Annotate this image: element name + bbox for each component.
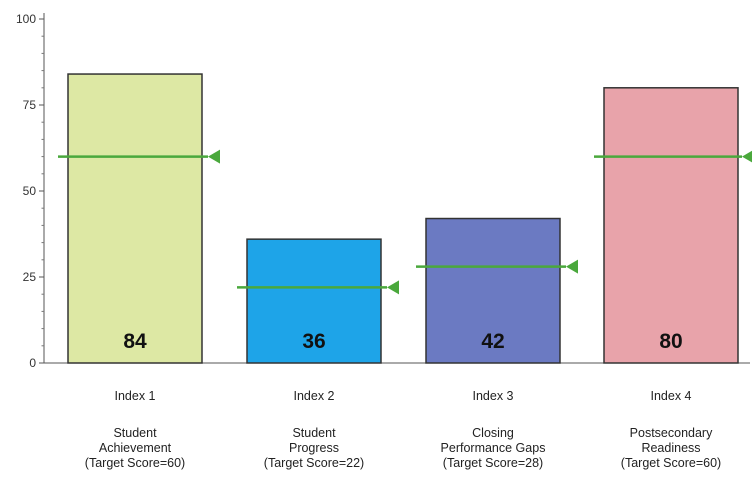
y-tick-label: 0	[29, 356, 36, 370]
category-line: (Target Score=28)	[442, 456, 544, 470]
target-arrow	[742, 150, 752, 163]
bars	[67, 73, 739, 364]
y-tick-label: 75	[23, 98, 37, 112]
bar-value-label: 84	[123, 330, 147, 353]
category-line: Student	[292, 426, 336, 440]
category-line: (Target Score=60)	[84, 456, 186, 470]
target-markers	[58, 149, 752, 295]
value-labels: 84 36 42 80	[123, 330, 682, 353]
category-line: (Target Score=60)	[620, 456, 722, 470]
category-index-label: Index 3	[472, 389, 514, 403]
category-line: Progress	[288, 441, 340, 455]
category-description: Student Achievement (Target Score=60)	[60, 426, 210, 471]
category-line: Postsecondary	[629, 426, 713, 440]
target-arrow	[387, 280, 399, 295]
category-description: Postsecondary Readiness (Target Score=60)	[596, 426, 746, 471]
target-arrow	[566, 259, 578, 274]
category-description: Student Progress (Target Score=22)	[239, 426, 389, 471]
bar	[246, 238, 382, 364]
y-tick-label: 100	[16, 12, 36, 26]
category-line: Readiness	[641, 441, 701, 455]
target-arrow	[208, 149, 220, 164]
category-line: Closing	[472, 426, 514, 440]
y-tick-label: 25	[23, 270, 37, 284]
category-index-label: Index 4	[650, 389, 692, 403]
bar	[603, 87, 739, 364]
bar-value-label: 36	[302, 330, 325, 353]
bar-value-label: 42	[481, 330, 504, 353]
y-tick-label: 50	[23, 184, 37, 198]
category-index-label: Index 2	[293, 389, 335, 403]
bar	[67, 73, 203, 364]
bar	[425, 217, 561, 364]
category-line: Performance Gaps	[440, 441, 546, 455]
category-description: Closing Performance Gaps (Target Score=28)	[418, 426, 568, 471]
bar-value-label: 80	[659, 330, 682, 353]
category-line: Student	[113, 426, 157, 440]
category-line: Achievement	[98, 441, 172, 455]
category-index-label: Index 1	[114, 389, 156, 403]
category-line: (Target Score=22)	[263, 456, 365, 470]
